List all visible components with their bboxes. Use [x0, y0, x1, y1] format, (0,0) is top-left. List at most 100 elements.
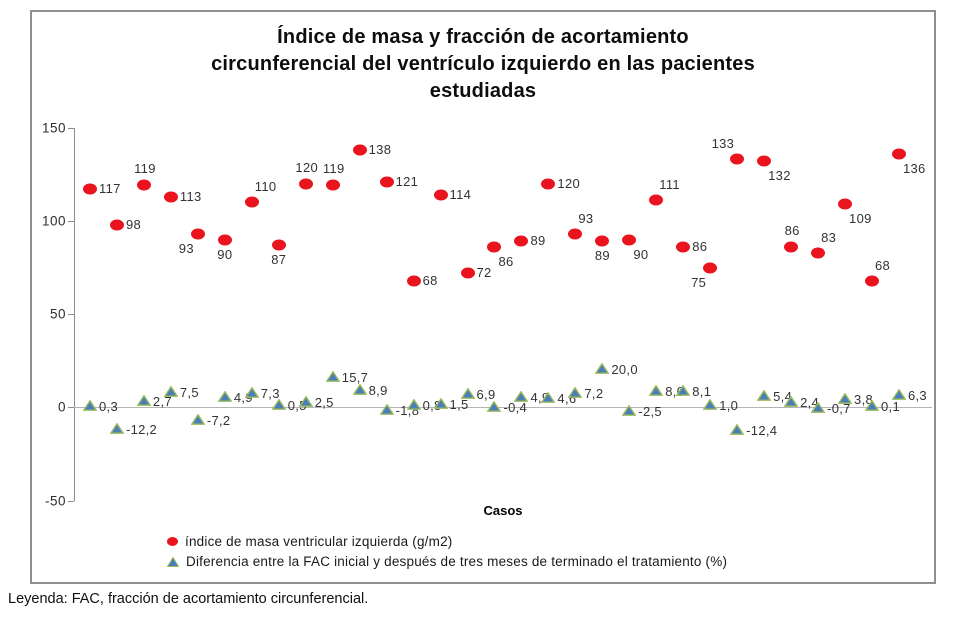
fac-point-label: 2,5	[314, 394, 334, 410]
mass-point-label: 98	[125, 216, 142, 232]
mass-point	[784, 241, 799, 253]
fac-point-label: -2,5	[638, 404, 662, 420]
chart-legend: índice de masa ventricular izquierda (g/…	[167, 534, 727, 569]
fac-point-label: 1,0	[719, 397, 739, 413]
mass-point	[352, 144, 367, 156]
mass-point	[190, 228, 205, 240]
fac-point	[729, 422, 745, 440]
fac-point-label: -0,7	[827, 400, 851, 416]
mass-point-label: 138	[368, 141, 392, 157]
fac-point-label: -0,4	[503, 400, 528, 416]
mass-point-label: 75	[691, 274, 707, 290]
y-tick-label: 0	[57, 399, 66, 415]
mass-point-label: 86	[498, 253, 514, 269]
mass-point-label: 86	[784, 222, 800, 238]
y-axis-tick	[68, 314, 74, 316]
mass-point	[433, 189, 448, 201]
figure-caption: Leyenda: FAC, fracción de acortamiento c…	[8, 591, 369, 607]
mass-point-label: 68	[875, 257, 891, 273]
fac-point-label: 1,5	[449, 396, 469, 412]
mass-point	[622, 234, 637, 246]
mass-point-label: 117	[99, 181, 121, 197]
fac-point	[891, 387, 907, 405]
x-axis-title: Casos	[483, 503, 523, 518]
fac-point	[567, 385, 583, 403]
mass-point	[541, 178, 556, 190]
y-axis-tick	[68, 407, 74, 409]
fac-point	[864, 398, 880, 416]
mass-point	[757, 155, 772, 167]
mass-point-label: 136	[902, 160, 926, 176]
fac-point-label: -12,4	[746, 422, 778, 438]
fac-point-label: 8,9	[368, 382, 388, 398]
mass-point-label: 90	[633, 246, 649, 262]
fac-point-label: 8,1	[692, 384, 712, 400]
mass-point-label: 93	[178, 240, 194, 256]
fac-point	[271, 397, 287, 415]
chart-title-line3: estudiadas	[429, 80, 537, 102]
fac-point	[460, 386, 476, 404]
fac-point	[136, 393, 152, 411]
mass-point-label: 133	[711, 136, 735, 152]
x-axis-zero-line	[74, 407, 932, 409]
fac-point	[756, 388, 772, 406]
mass-point	[163, 191, 178, 203]
chart-title: Índice de masa y fracción de acortamient…	[153, 24, 813, 105]
fac-point	[486, 399, 502, 417]
mass-point	[703, 262, 718, 273]
fac-point	[837, 391, 853, 409]
y-tick-label: 50	[49, 306, 66, 322]
mass-point-label: 113	[179, 188, 202, 204]
y-axis-line	[74, 127, 75, 501]
fac-point-label: 7,5	[179, 385, 199, 401]
mass-point-label: 89	[594, 248, 610, 264]
mass-point-label: 68	[422, 272, 438, 288]
fac-point	[325, 369, 341, 387]
mass-point-label: 110	[254, 179, 277, 195]
fac-point	[109, 421, 125, 439]
legend-item-fac: Diferencia entre la FAC inicial y despué…	[167, 554, 727, 569]
mass-point	[244, 196, 259, 208]
fac-point-label: 7,3	[260, 385, 280, 401]
mass-point-label: 120	[557, 175, 581, 191]
y-axis-tick	[68, 220, 74, 222]
y-tick-label: 150	[41, 120, 66, 136]
mass-point	[676, 241, 691, 253]
mass-point-label: 72	[476, 265, 492, 281]
mass-point	[595, 235, 610, 247]
fac-point	[82, 398, 98, 416]
mass-point	[406, 275, 421, 287]
legend-label-fac: Diferencia entre la FAC inicial y despué…	[186, 554, 728, 569]
y-axis-tick	[68, 127, 74, 129]
chart-title-line2: circunferencial del ventrículo izquierdo…	[211, 53, 755, 75]
fac-point	[298, 394, 314, 412]
fac-point	[190, 412, 206, 430]
fac-point-label: 2,4	[800, 394, 820, 410]
mass-point-label: 87	[271, 252, 287, 268]
fac-point-label: -12,2	[125, 422, 158, 438]
mass-point	[838, 198, 853, 210]
chart-title-line1: Índice de masa y fracción de acortamient…	[277, 26, 689, 48]
fac-point	[352, 382, 368, 400]
mass-point	[136, 179, 151, 191]
fac-point	[621, 403, 637, 421]
y-axis-tick	[68, 500, 74, 502]
fac-point-label: 7,2	[584, 385, 604, 401]
fac-point	[406, 397, 422, 415]
mass-point	[271, 239, 286, 251]
mass-point	[217, 234, 232, 246]
fac-point	[702, 397, 718, 415]
mass-point	[460, 267, 475, 279]
mass-point	[325, 179, 340, 191]
fac-point-label: 0,1	[881, 399, 900, 415]
mass-point-label: 119	[322, 161, 345, 177]
fac-point-label: 6,9	[476, 386, 496, 402]
fac-point-label: 0,3	[99, 398, 118, 414]
fac-point-label: 0,8	[422, 397, 442, 413]
mass-point-label: 120	[295, 159, 319, 175]
mass-point	[811, 247, 826, 259]
mass-point	[730, 153, 745, 165]
mass-point-label: 83	[821, 229, 837, 245]
mass-point-label: 109	[849, 211, 872, 227]
